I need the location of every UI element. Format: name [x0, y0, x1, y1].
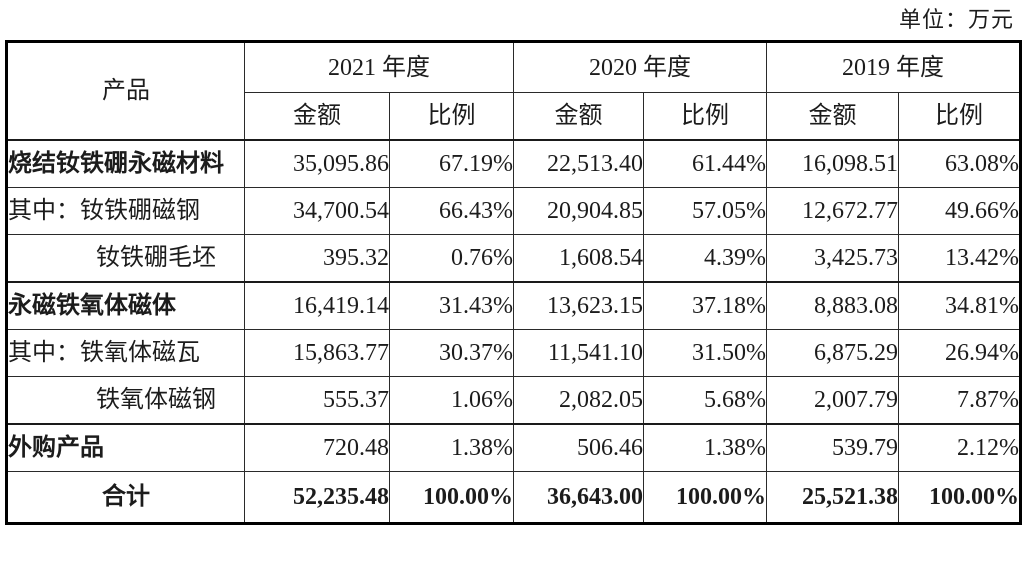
amount-cell-2019: 8,883.08: [766, 281, 899, 330]
amount-cell-2020: 36,643.00: [513, 471, 644, 524]
product-cell: 合计: [6, 471, 245, 524]
amount-cell-2021: 555.37: [244, 376, 390, 425]
ratio-cell-2021: 0.76%: [389, 234, 514, 283]
table-row: 钕铁硼毛坯 395.32 0.76% 1,608.54 4.39% 3,425.…: [6, 234, 1021, 283]
ratio-cell-2020: 5.68%: [643, 376, 767, 425]
ratio-cell-2021: 30.37%: [389, 329, 514, 377]
ratio-cell-2021: 31.43%: [389, 281, 514, 330]
product-cell: 其中：铁氧体磁瓦: [6, 329, 245, 377]
amount-cell-2020: 1,608.54: [513, 234, 644, 283]
amount-cell-2020: 22,513.40: [513, 139, 644, 188]
amount-cell-2019: 2,007.79: [766, 376, 899, 425]
ratio-cell-2019: 63.08%: [898, 139, 1021, 188]
ratio-cell-2021: 1.06%: [389, 376, 514, 425]
table-row: 烧结钕铁硼永磁材料 35,095.86 67.19% 22,513.40 61.…: [6, 139, 1021, 188]
amount-cell-2021: 34,700.54: [244, 187, 390, 235]
table-row: 外购产品 720.48 1.38% 506.46 1.38% 539.79 2.…: [6, 423, 1021, 472]
product-cell: 烧结钕铁硼永磁材料: [6, 139, 245, 188]
ratio-cell-2019: 7.87%: [898, 376, 1021, 425]
amount-cell-2019: 12,672.77: [766, 187, 899, 235]
ratio-cell-2019: 26.94%: [898, 329, 1021, 377]
ratio-header-2019: 比例: [898, 92, 1021, 141]
ratio-cell-2019: 13.42%: [898, 234, 1021, 283]
amount-cell-2021: 16,419.14: [244, 281, 390, 330]
amount-header-2019: 金额: [766, 92, 899, 141]
ratio-header-2020: 比例: [643, 92, 767, 141]
ratio-cell-2020: 100.00%: [643, 471, 767, 524]
ratio-cell-2020: 57.05%: [643, 187, 767, 235]
table-body: 烧结钕铁硼永磁材料 35,095.86 67.19% 22,513.40 61.…: [6, 139, 1021, 524]
table-row: 合计 52,235.48 100.00% 36,643.00 100.00% 2…: [6, 471, 1021, 524]
product-cell: 外购产品: [6, 423, 245, 472]
amount-cell-2019: 25,521.38: [766, 471, 899, 524]
amount-cell-2020: 13,623.15: [513, 281, 644, 330]
ratio-cell-2021: 66.43%: [389, 187, 514, 235]
ratio-cell-2020: 1.38%: [643, 423, 767, 472]
header-year-row: 产品 2021 年度 2020 年度 2019 年度: [6, 41, 1021, 141]
table-row: 其中：钕铁硼磁钢 34,700.54 66.43% 20,904.85 57.0…: [6, 187, 1021, 235]
amount-cell-2019: 539.79: [766, 423, 899, 472]
ratio-cell-2020: 31.50%: [643, 329, 767, 377]
ratio-cell-2020: 61.44%: [643, 139, 767, 188]
year-header-2020: 2020 年度: [513, 41, 767, 93]
ratio-cell-2020: 37.18%: [643, 281, 767, 330]
amount-cell-2019: 16,098.51: [766, 139, 899, 188]
table-row: 其中：铁氧体磁瓦 15,863.77 30.37% 11,541.10 31.5…: [6, 329, 1021, 377]
product-cell: 其中：钕铁硼磁钢: [6, 187, 245, 235]
product-cell: 钕铁硼毛坯: [6, 234, 245, 283]
year-header-2019: 2019 年度: [766, 41, 1021, 93]
amount-header-2021: 金额: [244, 92, 390, 141]
ratio-cell-2019: 2.12%: [898, 423, 1021, 472]
table-row: 永磁铁氧体磁体 16,419.14 31.43% 13,623.15 37.18…: [6, 281, 1021, 330]
ratio-cell-2020: 4.39%: [643, 234, 767, 283]
table-row: 铁氧体磁钢 555.37 1.06% 2,082.05 5.68% 2,007.…: [6, 376, 1021, 425]
revenue-breakdown-table: 产品 2021 年度 2020 年度 2019 年度 金额 比例 金额 比例 金…: [5, 40, 1022, 525]
product-cell: 永磁铁氧体磁体: [6, 281, 245, 330]
ratio-cell-2021: 100.00%: [389, 471, 514, 524]
amount-cell-2021: 35,095.86: [244, 139, 390, 188]
unit-label: 单位：万元: [898, 7, 1014, 32]
amount-cell-2020: 11,541.10: [513, 329, 644, 377]
amount-cell-2021: 720.48: [244, 423, 390, 472]
table-header: 产品 2021 年度 2020 年度 2019 年度 金额 比例 金额 比例 金…: [6, 41, 1021, 141]
amount-header-2020: 金额: [513, 92, 644, 141]
amount-cell-2020: 2,082.05: [513, 376, 644, 425]
amount-cell-2019: 3,425.73: [766, 234, 899, 283]
amount-cell-2020: 20,904.85: [513, 187, 644, 235]
year-header-2021: 2021 年度: [244, 41, 514, 93]
amount-cell-2019: 6,875.29: [766, 329, 899, 377]
product-column-header: 产品: [6, 41, 245, 141]
amount-cell-2021: 15,863.77: [244, 329, 390, 377]
amount-cell-2020: 506.46: [513, 423, 644, 472]
amount-cell-2021: 52,235.48: [244, 471, 390, 524]
ratio-cell-2021: 1.38%: [389, 423, 514, 472]
ratio-cell-2021: 67.19%: [389, 139, 514, 188]
header-subcolumn-row: 金额 比例 金额 比例 金额 比例: [7, 92, 1021, 141]
product-cell: 铁氧体磁钢: [6, 376, 245, 425]
ratio-cell-2019: 34.81%: [898, 281, 1021, 330]
amount-cell-2021: 395.32: [244, 234, 390, 283]
ratio-cell-2019: 100.00%: [898, 471, 1021, 524]
ratio-header-2021: 比例: [389, 92, 514, 141]
ratio-cell-2019: 49.66%: [898, 187, 1021, 235]
